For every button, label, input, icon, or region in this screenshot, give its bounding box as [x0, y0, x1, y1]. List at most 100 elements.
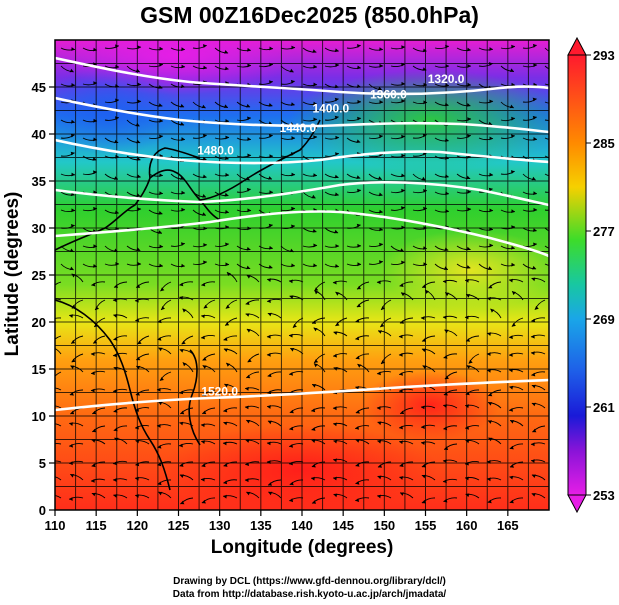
streamline-arrowhead [421, 463, 426, 468]
streamline-arrowhead [223, 104, 228, 108]
streamline-arrowhead [182, 308, 187, 313]
streamline-arrowhead [160, 287, 165, 292]
streamline-arrowhead [488, 187, 493, 192]
streamline [55, 405, 62, 409]
streamline-arrowhead [92, 157, 97, 161]
streamline-arrowhead [159, 134, 163, 139]
streamline-arrowhead [377, 371, 381, 376]
contour-label: 1320.0 [428, 72, 465, 86]
streamline-arrowhead [157, 337, 162, 341]
streamline [544, 47, 549, 52]
streamline-arrowhead [555, 206, 559, 210]
streamline-arrowhead [137, 207, 141, 212]
streamline-arrowhead [245, 439, 250, 443]
streamline-arrowhead [509, 104, 514, 109]
streamline-arrowhead [201, 477, 205, 482]
streamline-arrowhead [357, 188, 361, 193]
streamline-arrowhead [487, 352, 491, 356]
data-credit: Data from http://database.rish.kyoto-u.a… [172, 589, 447, 600]
streamline-arrowhead [357, 364, 362, 368]
streamline-arrowhead [335, 322, 340, 326]
streamline-arrowhead [401, 188, 405, 193]
streamline-arrowhead [246, 491, 251, 496]
x-axis-label: Longitude (degrees) [210, 537, 394, 558]
streamline-arrowhead [91, 439, 96, 443]
streamline-arrowhead [246, 103, 251, 108]
contour-1520-line [55, 378, 549, 412]
warm-anomaly-south [160, 425, 440, 510]
streamline-arrowhead [532, 115, 537, 120]
streamline-arrowhead [69, 314, 73, 318]
streamline-arrowhead [269, 190, 273, 195]
streamline-arrowhead [531, 318, 536, 323]
streamline-arrowhead [554, 68, 558, 72]
y-tick-label: 0 [39, 503, 46, 518]
streamline-arrowhead [467, 134, 471, 138]
streamline-arrowhead [71, 172, 75, 177]
x-tick-label: 125 [168, 518, 190, 533]
contour-label: 1520.0 [201, 384, 238, 398]
streamline-arrowhead [202, 174, 207, 179]
y-tick-label: 45 [32, 80, 46, 95]
streamline-arrowhead [554, 50, 558, 54]
streamline-arrowhead [245, 478, 249, 483]
streamline-arrowhead [50, 287, 54, 291]
streamline-arrowhead [203, 304, 208, 309]
streamline-arrowhead [531, 351, 535, 356]
x-tick-label: 130 [209, 518, 231, 533]
streamline-arrowhead [201, 335, 205, 340]
streamline-arrowhead [269, 245, 273, 250]
streamline-arrowhead [333, 406, 337, 411]
streamline-arrowhead [181, 47, 185, 52]
streamline-arrowhead [355, 463, 360, 467]
y-tick-label: 15 [32, 362, 46, 377]
streamline-arrowhead [202, 194, 206, 198]
streamline-arrowhead [313, 327, 318, 332]
streamline-arrowhead [311, 194, 316, 199]
streamline-arrowhead [91, 463, 96, 468]
streamline-arrowhead [333, 458, 337, 463]
streamline-arrowhead [157, 481, 162, 486]
streamline-arrowhead [70, 410, 75, 415]
contour-labels: 1320.0 1360.0 1400.0 1440.0 1480.0 1520.0 [197, 72, 465, 398]
streamline-arrowhead [534, 305, 539, 310]
streamline-arrowhead [159, 191, 163, 195]
streamline [544, 83, 549, 86]
map-plot-area: 1320.0 1360.0 1400.0 1440.0 1480.0 1520.0 [50, 40, 559, 510]
streamline-arrowhead [532, 43, 537, 48]
streamline-arrowhead [488, 402, 493, 406]
streamline-arrowhead [313, 101, 317, 106]
streamline-arrowhead [379, 209, 383, 214]
streamline-arrowhead [201, 463, 206, 468]
streamline-arrowhead [70, 224, 75, 228]
streamline-arrowhead [70, 151, 75, 156]
streamline-arrowhead [71, 208, 75, 213]
streamline-arrowhead [333, 439, 338, 444]
streamline-arrowhead [70, 365, 75, 370]
streamline-arrowhead [379, 47, 383, 51]
streamline-arrowhead [223, 408, 228, 413]
streamline-arrowhead [487, 368, 491, 373]
streamline-arrowhead [223, 337, 228, 341]
x-tick-label: 120 [126, 518, 148, 533]
streamline-arrowhead [468, 359, 473, 364]
streamline-arrowhead [268, 134, 273, 138]
streamline-arrowhead [356, 139, 361, 143]
streamline-arrowhead [311, 408, 316, 413]
streamline-arrowhead [181, 207, 185, 212]
streamline-arrowhead [161, 306, 165, 310]
streamline-arrowhead [202, 44, 207, 48]
streamline [544, 227, 549, 232]
colorbar-tick-label: 285 [593, 136, 615, 151]
streamline-arrowhead [355, 410, 360, 414]
streamline [55, 298, 62, 301]
contour-1440-line [55, 180, 549, 207]
streamline-arrowhead [399, 389, 403, 393]
streamline-arrowhead [531, 277, 536, 282]
streamline-arrowhead [509, 368, 513, 373]
streamline-arrowhead [400, 410, 405, 415]
streamline-arrowhead [179, 443, 183, 448]
streamline-arrowhead [225, 209, 229, 214]
streamline-arrowhead [181, 242, 185, 246]
streamline-arrowhead [93, 137, 97, 142]
